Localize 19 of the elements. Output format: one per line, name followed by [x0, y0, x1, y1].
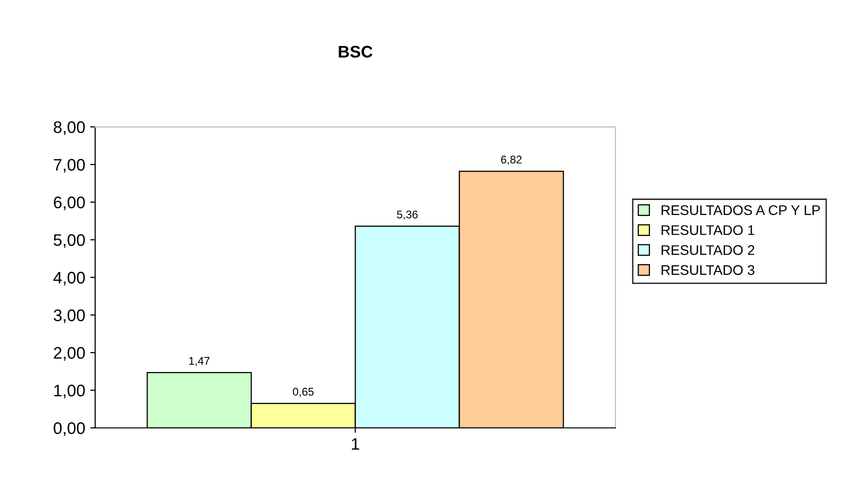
y-tick-label: 5,00 — [54, 234, 85, 248]
legend-label: RESULTADO 2 — [662, 245, 754, 256]
data-label: 1,47 — [189, 357, 210, 366]
y-tick-label: 2,00 — [54, 347, 85, 361]
data-label: 5,36 — [396, 210, 418, 220]
y-tick-label: 0,00 — [54, 422, 85, 436]
y-tick-label: 7,00 — [54, 158, 85, 173]
data-label: 0,65 — [292, 388, 314, 397]
y-tick-label: 4,00 — [53, 272, 85, 286]
y-tick-label: 8,00 — [54, 121, 85, 136]
legend-label: RESULTADO 3 — [662, 265, 754, 275]
legend-label: RESULTADOS A CP Y LP — [662, 205, 820, 216]
y-tick-label: 6,00 — [54, 196, 85, 210]
x-tick-label: 1 — [352, 438, 360, 450]
chart-title: BSC — [338, 46, 372, 58]
y-tick-label: 3,00 — [54, 309, 85, 324]
data-label: 6,82 — [501, 156, 522, 165]
legend-label: RESULTADO 1 — [662, 225, 754, 236]
y-tick-label: 1,00 — [54, 384, 85, 398]
